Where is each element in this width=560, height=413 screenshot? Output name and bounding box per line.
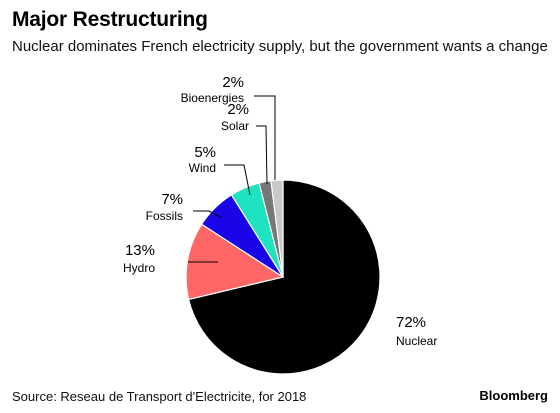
leader-line-solar [256, 125, 268, 185]
value-label-solar: 2% [227, 101, 249, 118]
value-label-wind: 5% [194, 144, 216, 161]
chart-title: Major Restructuring [12, 8, 208, 31]
pie-annotations: 72%Nuclear13%Hydro7%Fossils5%Wind2%Solar… [123, 74, 437, 348]
slice-bioenergies [270, 179, 284, 278]
chart-subtitle: Nuclear dominates French electricity sup… [12, 38, 548, 55]
category-label-hydro: Hydro [123, 261, 155, 275]
category-label-wind: Wind [189, 161, 216, 175]
category-label-fossils: Fossils [146, 209, 183, 223]
leader-line-wind [224, 164, 251, 196]
leader-line-bioenergies [254, 95, 276, 180]
slice-hydro [185, 223, 285, 301]
category-label-bioenergies: Bioenergies [181, 91, 244, 105]
slice-nuclear [187, 179, 381, 375]
brand-logo: Bloomberg [479, 388, 548, 403]
value-label-bioenergies: 2% [222, 74, 244, 91]
category-label-nuclear: Nuclear [396, 334, 437, 348]
value-label-fossils: 7% [161, 191, 183, 208]
pie-slices [185, 179, 381, 375]
value-label-hydro: 13% [125, 242, 155, 259]
category-label-solar: Solar [221, 119, 249, 133]
source-note: Source: Reseau de Transport d'Electricit… [12, 389, 307, 404]
value-label-nuclear: 72% [396, 314, 426, 331]
leader-line-fossils [193, 210, 223, 219]
